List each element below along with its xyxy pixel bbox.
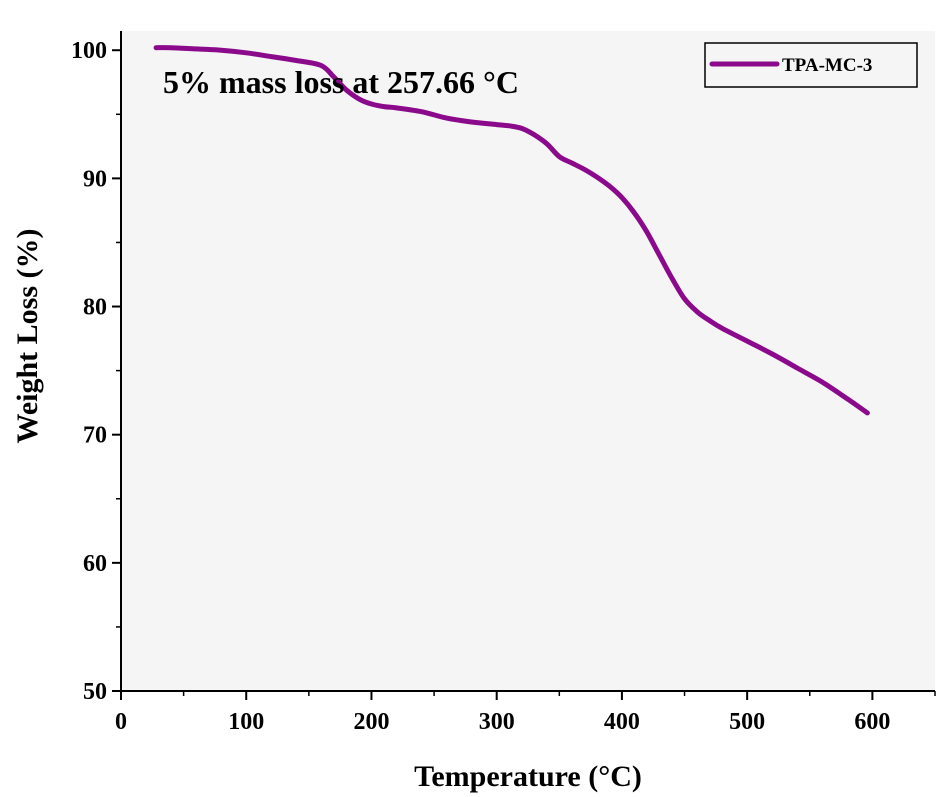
y-tick-label: 60 [83, 551, 107, 577]
plot-area [121, 31, 935, 691]
x-tick-label: 200 [353, 709, 389, 735]
mass-loss-annotation: 5% mass loss at 257.66 °C [163, 64, 519, 100]
y-ticks: 50 60 70 80 90 100 [71, 38, 121, 705]
x-tick-label: 100 [228, 709, 264, 735]
y-tick-label: 50 [83, 679, 107, 705]
series-line-tpa-mc-3 [153, 45, 870, 416]
y-tick-label: 70 [83, 423, 107, 449]
x-ticks: 0 100 200 300 400 500 600 [115, 691, 936, 735]
y-axis-title: Weight Loss (%) [11, 228, 44, 443]
y-tick-label: 90 [83, 166, 107, 192]
x-tick-label: 500 [729, 709, 765, 735]
x-axis-title: Temperature (°C) [414, 760, 642, 793]
legend: TPA-MC-3 [704, 42, 918, 88]
y-tick-label: 100 [71, 38, 107, 64]
legend-label: TPA-MC-3 [782, 55, 872, 76]
x-tick-label: 300 [479, 709, 515, 735]
y-tick-label: 80 [83, 295, 107, 321]
series-layer [153, 45, 870, 416]
axes-layer [120, 31, 935, 692]
x-tick-label: 600 [854, 709, 890, 735]
x-tick-label: 0 [115, 709, 127, 735]
x-tick-label: 400 [604, 709, 640, 735]
